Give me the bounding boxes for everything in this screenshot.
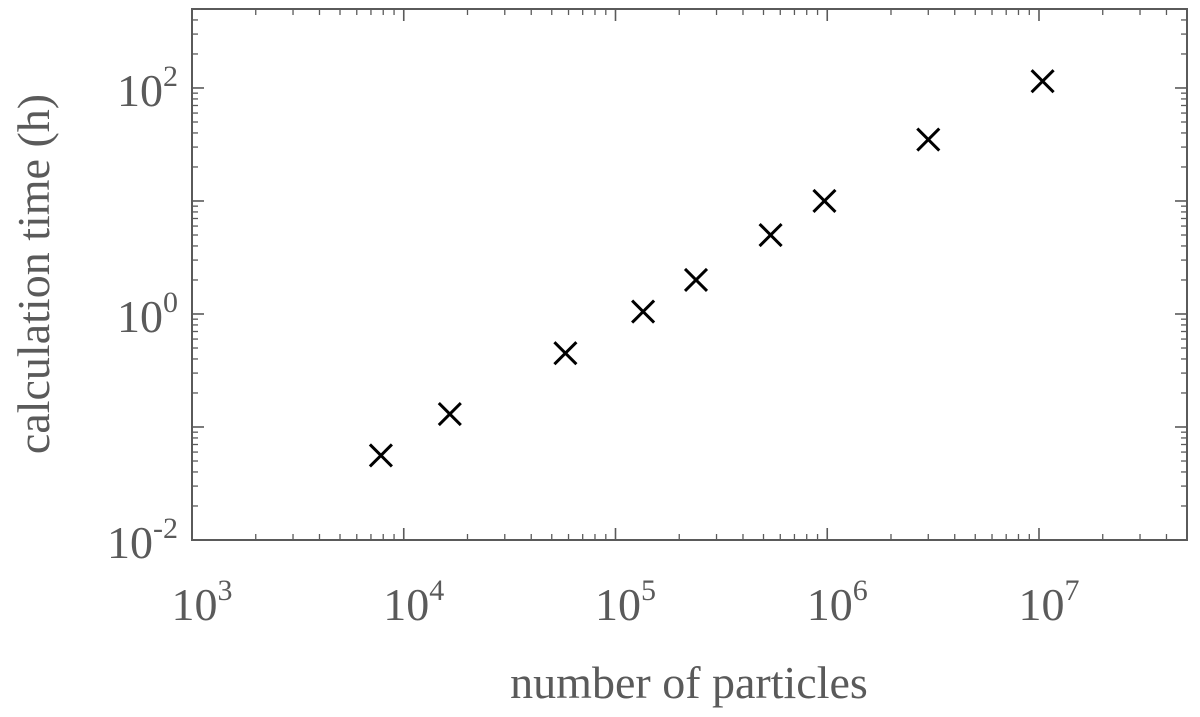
data-point bbox=[368, 443, 393, 468]
data-point bbox=[812, 188, 837, 214]
x-tick-label: 105 bbox=[595, 574, 656, 630]
y-tick-label: 100 bbox=[117, 286, 178, 342]
data-point-stroke bbox=[631, 299, 656, 324]
tick-labels: 103 104 105 106 107 10-2 100 102 bbox=[107, 60, 1079, 630]
y-tick-label: 10-2 bbox=[107, 512, 178, 568]
data-point-stroke bbox=[812, 188, 837, 214]
data-points bbox=[368, 69, 1055, 468]
x-tick-label: 103 bbox=[172, 574, 233, 630]
y-axis-label: calculation time (h) bbox=[8, 94, 59, 454]
x-tick-label: 104 bbox=[383, 574, 444, 630]
data-point-stroke bbox=[758, 222, 783, 248]
plot-frame bbox=[191, 8, 1188, 541]
data-point-stroke bbox=[683, 267, 709, 293]
data-point bbox=[683, 267, 709, 293]
data-point bbox=[916, 127, 941, 152]
data-point bbox=[553, 341, 578, 366]
data-point bbox=[758, 222, 783, 248]
x-tick-label: 106 bbox=[807, 574, 868, 630]
data-point bbox=[1030, 69, 1055, 94]
data-point-stroke bbox=[368, 443, 393, 468]
x-axis-label: number of particles bbox=[510, 657, 868, 708]
data-point-stroke bbox=[437, 402, 462, 427]
y-tick-label: 102 bbox=[117, 60, 178, 116]
x-tick-label: 107 bbox=[1018, 574, 1079, 630]
data-point-stroke bbox=[1030, 69, 1055, 94]
data-point bbox=[437, 402, 462, 427]
data-point-stroke bbox=[916, 127, 941, 152]
data-point-stroke bbox=[553, 341, 578, 366]
data-point bbox=[631, 299, 656, 324]
